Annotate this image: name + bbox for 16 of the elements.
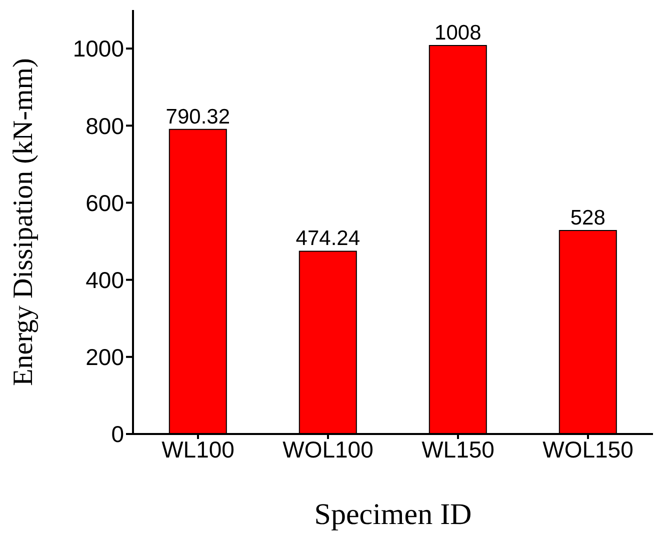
y-tick-label: 1000: [72, 36, 124, 62]
y-axis-title: Energy Dissipation (kN-mm): [8, 58, 39, 386]
y-tick-label: 400: [86, 266, 124, 293]
y-tick-label: 600: [86, 190, 124, 216]
data-label: 1008: [434, 21, 482, 44]
x-tick-label: WOL100: [282, 436, 374, 462]
y-tick-label: 0: [111, 421, 124, 448]
data-label: 474.24: [296, 227, 360, 250]
x-tick-label: WL100: [162, 436, 234, 462]
x-axis-title: Specimen ID: [314, 498, 472, 531]
x-tick-label: WL150: [422, 436, 494, 462]
x-tick-label: WOL150: [542, 436, 634, 462]
y-tick-label: 800: [86, 112, 124, 139]
y-tick-label: 200: [86, 344, 124, 370]
data-label: 528: [570, 206, 606, 230]
data-label: 790.32: [166, 105, 230, 128]
